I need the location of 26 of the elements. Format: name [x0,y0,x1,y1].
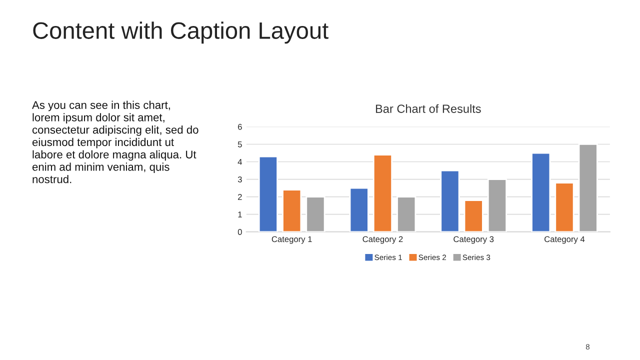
bar [258,156,278,232]
text: As you can see in this chart, lorem ipsum dolor sit amet, consectetur adipiscing elit, sed do eiusmod tempor incididunt ut labore et dolore magna aliqua. Ut enim ad minim veniam, quis nostrud. [32,100,198,184]
x-tick-label: Category 3 [454,236,494,244]
bar [349,187,369,232]
bar [396,196,416,232]
y-tick-label: 3 [238,176,242,182]
bar [440,170,460,232]
bar [282,189,302,232]
bar [554,182,574,232]
x-tick-label: Category 4 [544,236,585,244]
bar [531,152,551,232]
x-tick-label: Category 1 [272,236,312,244]
bar [487,178,508,232]
y-tick-label: 1 [238,212,242,218]
y-tick-label: 0 [238,229,242,235]
bar [578,144,598,232]
bar [306,196,326,232]
y-tick-label: 2 [238,194,242,200]
x-tick-label: Category 2 [362,236,403,244]
bar [372,154,393,232]
y-tick-label: 5 [238,142,242,148]
text: Content with Caption Layout [33,22,328,44]
y-tick-label: 6 [238,124,242,130]
y-tick-label: 4 [238,159,242,165]
chart-title: Bar Chart of Results [376,104,481,113]
bar [464,200,484,232]
